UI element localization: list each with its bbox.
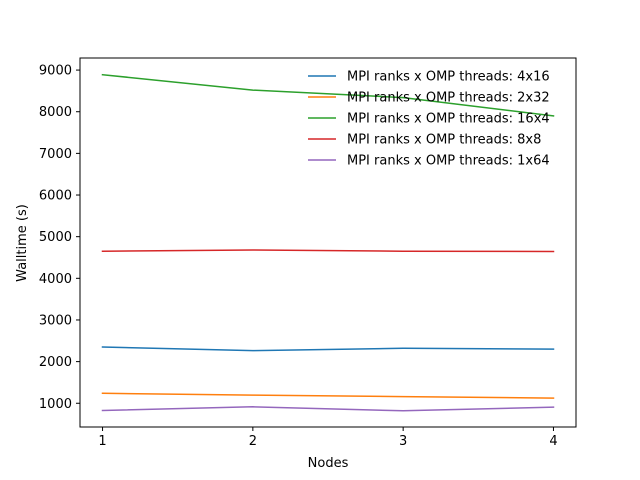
y-tick-label: 7000 [39,147,72,162]
y-tick-label: 8000 [39,105,72,120]
y-tick-label: 3000 [39,313,72,328]
legend-label: MPI ranks x OMP threads: 16x4 [347,112,550,127]
legend-label: MPI ranks x OMP threads: 8x8 [347,133,541,148]
series-line-4 [101,249,555,253]
y-axis-ticks: 1000 2000 3000 4000 5000 6000 7000 8000 9000 [39,64,80,412]
series-line-5 [101,406,555,412]
x-axis-label: Nodes [308,456,349,471]
series-line-2 [101,392,555,399]
x-tick-label: 1 [98,434,106,449]
legend-label: MPI ranks x OMP threads: 1x64 [347,154,550,169]
x-tick-label: 3 [399,434,407,449]
y-tick-label: 9000 [39,64,72,79]
y-tick-label: 5000 [39,230,72,245]
x-tick-label: 2 [249,434,257,449]
y-axis-label: Walltime (s) [15,204,30,282]
y-tick-label: 1000 [39,397,72,412]
legend-label: MPI ranks x OMP threads: 2x32 [347,91,550,106]
plot-lines [101,73,555,412]
y-tick-label: 4000 [39,272,72,287]
legend-label: MPI ranks x OMP threads: 4x16 [347,70,550,85]
y-tick-label: 6000 [39,189,72,204]
x-tick-label: 4 [549,434,557,449]
x-axis-ticks: 1 2 3 4 [98,427,558,449]
legend: MPI ranks x OMP threads: 4x16 MPI ranks x… [308,70,550,169]
series-line-1 [101,346,555,352]
plot-frame [79,57,577,428]
y-tick-label: 2000 [39,355,72,370]
series-line-3 [101,73,555,117]
